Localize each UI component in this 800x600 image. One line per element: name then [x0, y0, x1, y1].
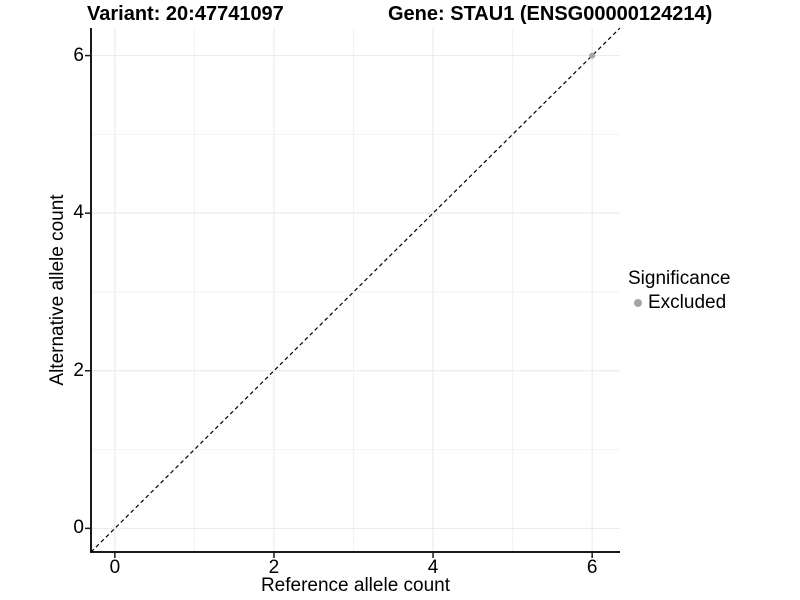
legend: Significance Excluded: [628, 268, 730, 314]
legend-title: Significance: [628, 268, 731, 289]
y-tick-label: 0: [73, 517, 84, 539]
plot-canvas: [85, 27, 621, 558]
y-tick-label: 4: [73, 202, 84, 224]
data-point-excluded: [589, 52, 596, 59]
y-tick-label: 2: [73, 359, 84, 381]
excluded-point-icon: [634, 299, 642, 307]
identity-line: [90, 27, 621, 553]
plot-panel: [85, 27, 621, 558]
x-tick-label: 4: [427, 557, 439, 578]
legend-item-excluded: Excluded: [628, 292, 730, 314]
y-tick-label: 6: [73, 44, 84, 66]
x-tick-label: 2: [268, 557, 280, 578]
x-axis-title: Reference allele count: [260, 575, 451, 596]
legend-item-label: Excluded: [648, 292, 727, 313]
x-tick-label: 0: [109, 557, 121, 578]
x-tick-label: 6: [586, 557, 598, 578]
gene-title: Gene: STAU1 (ENSG00000124214): [388, 3, 713, 25]
variant-title: Variant: 20:47741097: [87, 3, 284, 25]
